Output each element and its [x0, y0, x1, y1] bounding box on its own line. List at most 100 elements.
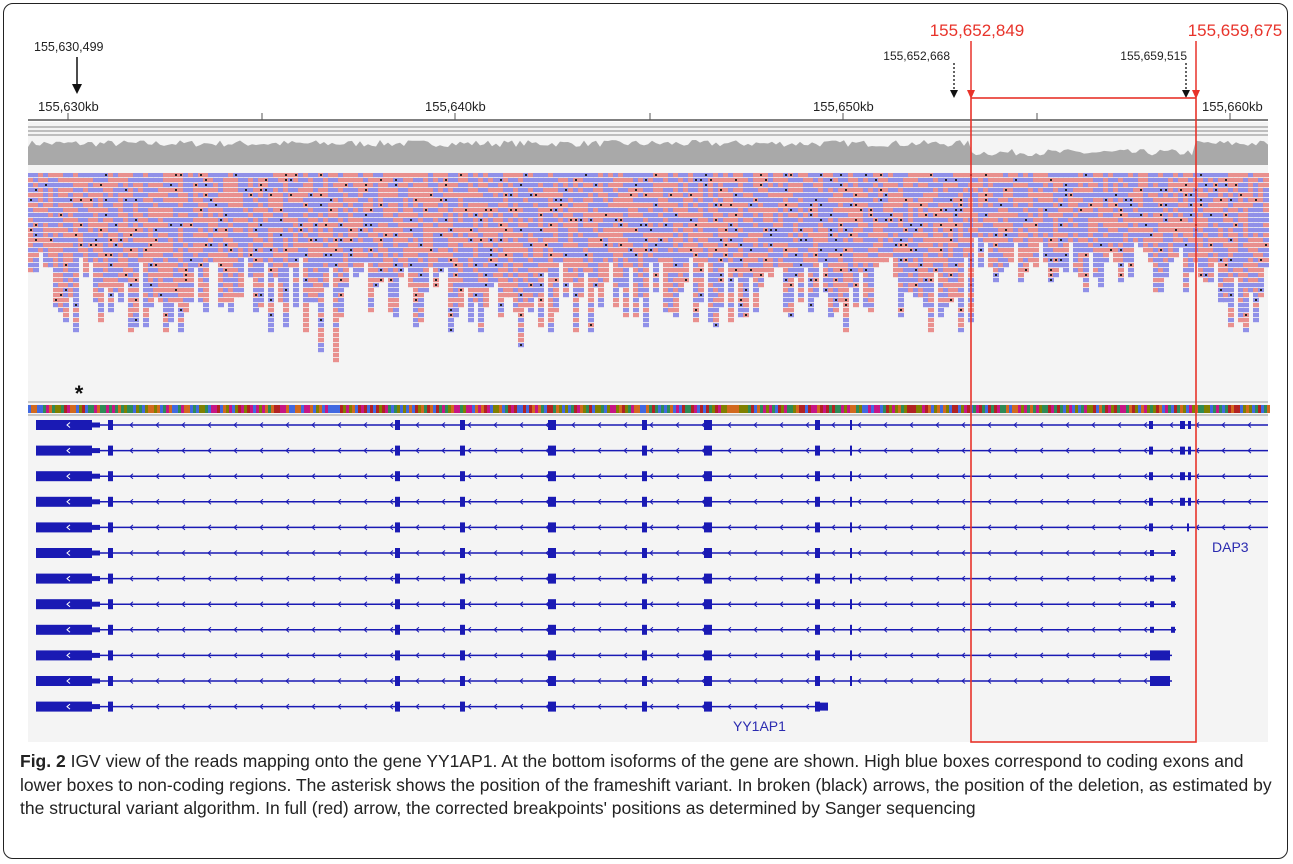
read	[418, 308, 424, 312]
mismatch	[350, 229, 352, 231]
mismatch	[835, 249, 837, 251]
read	[73, 263, 79, 267]
read	[303, 303, 309, 307]
read	[63, 318, 69, 322]
mismatch	[300, 229, 302, 231]
mismatch	[375, 284, 377, 286]
read	[63, 308, 69, 312]
read	[643, 298, 649, 302]
read	[283, 313, 289, 317]
read	[73, 283, 79, 287]
mismatch	[280, 219, 282, 221]
mismatch	[155, 229, 157, 231]
mismatch	[440, 234, 442, 236]
mismatch	[700, 294, 702, 296]
read	[633, 308, 639, 312]
mismatch	[545, 244, 547, 246]
mismatch	[840, 174, 842, 176]
mismatch	[810, 209, 812, 211]
read	[393, 313, 399, 317]
read	[843, 293, 849, 297]
read	[538, 303, 544, 307]
mismatch	[770, 244, 772, 246]
mismatch	[225, 229, 227, 231]
mismatch	[485, 274, 487, 276]
mismatch	[440, 199, 442, 201]
mismatch	[330, 254, 332, 256]
mismatch	[910, 249, 912, 251]
read	[613, 303, 619, 307]
mismatch	[490, 209, 492, 211]
mismatch	[320, 204, 322, 206]
mismatch	[940, 249, 942, 251]
read	[98, 288, 104, 292]
read	[283, 298, 289, 302]
mismatch	[660, 239, 662, 241]
read	[788, 278, 794, 282]
read	[853, 288, 859, 292]
read	[293, 298, 299, 302]
read	[868, 283, 874, 287]
mismatch	[250, 194, 252, 196]
read	[423, 288, 429, 292]
mismatch	[720, 189, 722, 191]
mismatch	[135, 219, 137, 221]
read	[553, 293, 559, 297]
read	[728, 318, 734, 322]
mismatch	[430, 194, 432, 196]
mismatch	[605, 214, 607, 216]
mismatch	[160, 294, 162, 296]
read	[678, 283, 684, 287]
read	[808, 308, 814, 312]
read	[743, 308, 749, 312]
read	[83, 268, 89, 272]
read	[358, 263, 364, 267]
mismatch	[925, 279, 927, 281]
read	[203, 288, 209, 292]
mismatch	[450, 259, 452, 261]
mismatch	[185, 279, 187, 281]
mismatch	[365, 189, 367, 191]
read	[798, 283, 804, 287]
read	[188, 298, 194, 302]
read	[788, 303, 794, 307]
read	[623, 313, 629, 317]
mismatch	[520, 184, 522, 186]
read	[293, 273, 299, 277]
mismatch	[490, 249, 492, 251]
mismatch	[430, 249, 432, 251]
read	[148, 298, 154, 302]
mismatch	[640, 224, 642, 226]
read	[63, 313, 69, 317]
mismatch	[480, 219, 482, 221]
read	[73, 318, 79, 322]
mismatch	[335, 239, 337, 241]
mismatch	[795, 254, 797, 256]
read	[323, 283, 329, 287]
read	[613, 298, 619, 302]
mismatch	[820, 219, 822, 221]
read	[268, 278, 274, 282]
read	[868, 303, 874, 307]
mismatch	[305, 254, 307, 256]
read	[573, 298, 579, 302]
read	[813, 273, 819, 277]
read	[133, 303, 139, 307]
mismatch	[900, 259, 902, 261]
mismatch	[365, 184, 367, 186]
mismatch	[520, 229, 522, 231]
read	[868, 298, 874, 302]
mismatch	[905, 244, 907, 246]
mismatch	[415, 294, 417, 296]
mismatch	[850, 204, 852, 206]
read	[268, 318, 274, 322]
read	[573, 318, 579, 322]
mismatch	[255, 249, 257, 251]
mismatch	[530, 194, 532, 196]
mismatch	[225, 214, 227, 216]
mismatch	[290, 179, 292, 181]
mismatch	[475, 214, 477, 216]
read	[323, 273, 329, 277]
read	[868, 288, 874, 292]
mismatch	[560, 204, 562, 206]
